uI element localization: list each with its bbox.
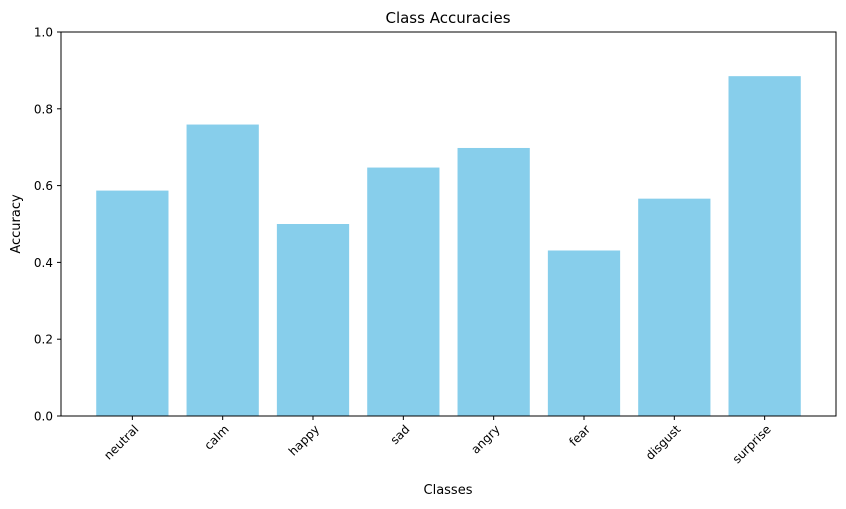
y-tick-label: 0.0 — [34, 410, 53, 424]
y-tick-label: 0.2 — [34, 333, 53, 347]
plot-frame — [60, 31, 837, 417]
x-tick-label: sad — [388, 422, 413, 447]
bar-calm — [186, 124, 259, 416]
x-tick-label: fear — [566, 422, 593, 449]
y-tick-label: 0.6 — [34, 179, 53, 193]
x-tick-label: neutral — [101, 422, 141, 462]
x-tick-label: disgust — [643, 422, 684, 463]
y-axis-ticks: 0.0 0.2 0.4 0.6 0.8 1.0 — [34, 26, 61, 424]
y-tick-label: 0.8 — [34, 102, 53, 116]
y-tick-label: 1.0 — [34, 26, 53, 40]
bar-fear — [547, 250, 621, 416]
bar-happy — [276, 224, 350, 416]
bar-disgust — [638, 198, 711, 416]
y-tick-label: 0.4 — [34, 256, 53, 270]
bar-surprise — [728, 76, 801, 416]
chart-title: Class Accuracies — [385, 9, 510, 27]
x-tick-label: angry — [468, 422, 502, 456]
x-tick-label: calm — [201, 422, 231, 452]
bars-layer — [96, 76, 801, 416]
x-tick-label: happy — [286, 422, 322, 458]
bar-sad — [367, 167, 440, 416]
bar-neutral — [96, 190, 169, 416]
x-tick-label: surprise — [730, 422, 774, 466]
bar-angry — [457, 147, 530, 416]
x-axis-ticks: neutral calm happy sad angry fear disgust surpr… — [101, 416, 774, 466]
y-axis-label: Accuracy — [9, 194, 24, 254]
x-axis-label: Classes — [424, 483, 473, 498]
